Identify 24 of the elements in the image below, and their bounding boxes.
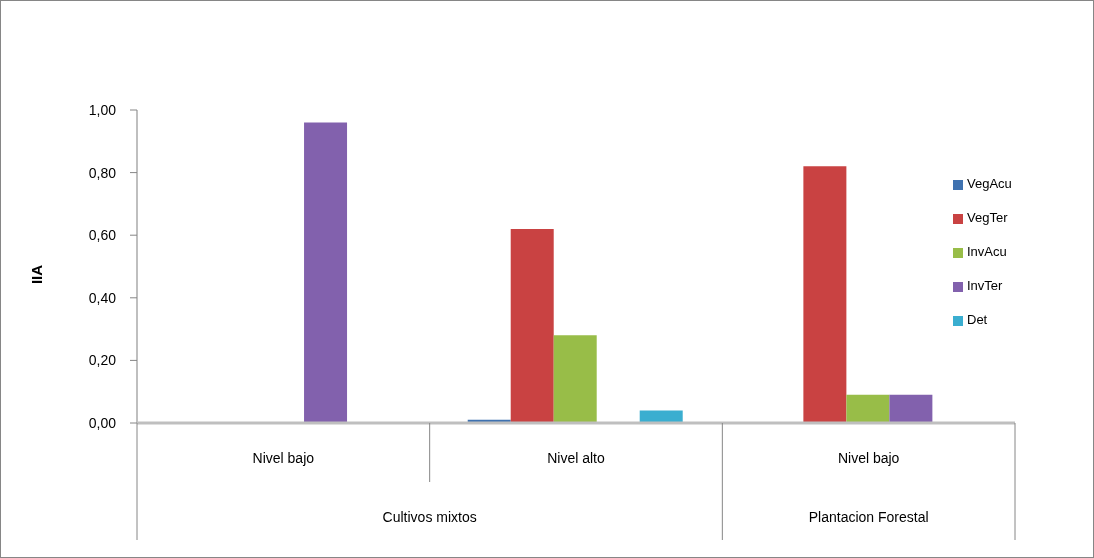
legend-label: InvAcu <box>967 244 1007 259</box>
bar <box>846 394 890 423</box>
legend-label: VegTer <box>967 210 1008 225</box>
legend-label: InvTer <box>967 278 1003 293</box>
y-tick-label: 0,00 <box>88 414 117 431</box>
bar <box>553 335 597 423</box>
y-tick-label: 1,00 <box>88 101 117 118</box>
legend-label: Det <box>967 312 988 327</box>
x-tick-label: Nivel bajo <box>252 450 315 466</box>
bar <box>304 122 348 423</box>
y-tick-label: 0,20 <box>88 352 117 369</box>
bar <box>639 410 683 423</box>
y-axis-title: IIA <box>27 264 45 285</box>
text: Cultivos mixtos <box>381 508 478 527</box>
legend-label: VegAcu <box>967 176 1012 191</box>
x-tick-label: Nivel bajo <box>837 450 900 466</box>
bar <box>510 228 554 423</box>
bar <box>889 394 933 423</box>
bar <box>803 166 847 423</box>
y-tick-label: 0,60 <box>88 227 117 244</box>
y-tick-label: 0,40 <box>88 289 117 306</box>
text: Plantacion Forestal <box>807 508 930 527</box>
x-tick-label: Nivel alto <box>547 450 605 466</box>
y-tick-label: 0,80 <box>88 164 117 181</box>
